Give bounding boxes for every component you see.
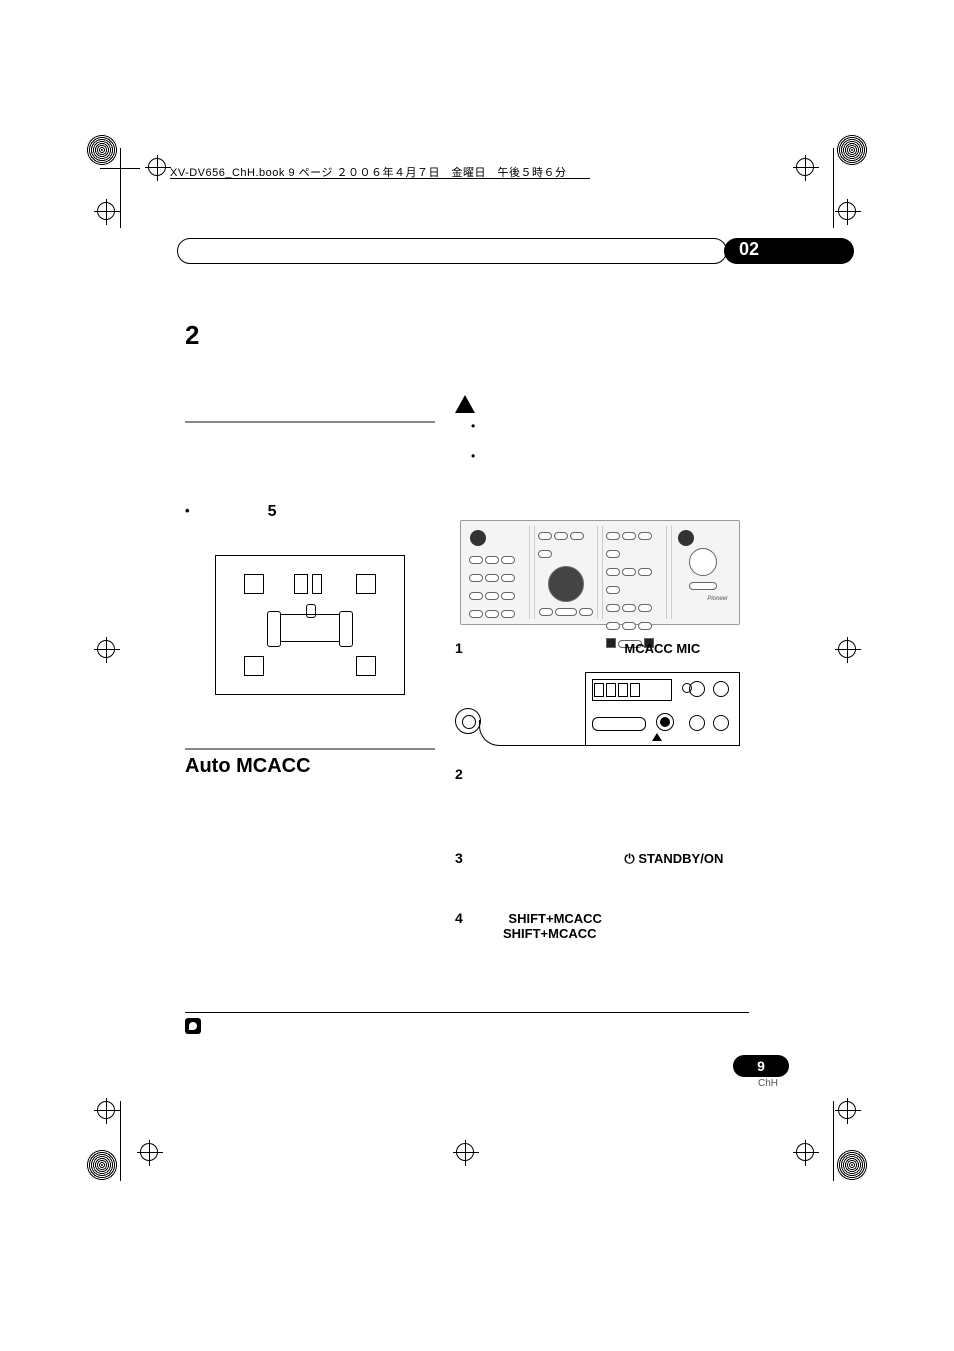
speaker-center-a bbox=[294, 574, 308, 594]
bullet-row: • 5 bbox=[185, 503, 435, 521]
section-rule bbox=[185, 748, 435, 750]
crop-line-tlv bbox=[120, 148, 121, 228]
chapter-number-badge: 02 bbox=[739, 239, 759, 260]
fp-arrow-icon bbox=[652, 733, 662, 741]
crop-target-br-a bbox=[838, 1101, 856, 1119]
page-number-badge: 9 bbox=[733, 1055, 789, 1077]
speaker-front-left bbox=[244, 574, 264, 594]
remote-col-2 bbox=[534, 526, 599, 619]
crop-target-br-b bbox=[796, 1143, 814, 1161]
fp-knob-4 bbox=[713, 715, 729, 731]
fp-cable bbox=[479, 720, 589, 746]
remote-jog bbox=[689, 548, 717, 576]
crop-target-mr bbox=[838, 640, 856, 658]
step-3-kw: STANDBY/ON bbox=[638, 851, 723, 866]
warning-icon bbox=[455, 395, 475, 413]
page-lang: ChH bbox=[758, 1078, 778, 1089]
fp-knob-small bbox=[682, 683, 692, 693]
speaker-center-b bbox=[312, 574, 322, 594]
note-icon bbox=[185, 1018, 201, 1034]
step-4: 4 SHIFT+MCACC SHIFT+MCACC bbox=[455, 910, 602, 941]
crop-target-tr-a bbox=[796, 158, 814, 176]
remote-brand: Pioneer bbox=[674, 596, 733, 602]
remote-col-4: Pioneer bbox=[671, 526, 735, 619]
chapter-pill bbox=[177, 238, 727, 264]
remote-diagram: Pioneer bbox=[460, 520, 740, 625]
fp-usb bbox=[592, 717, 646, 731]
right-column: • • bbox=[455, 395, 745, 479]
remote-standby-btn bbox=[470, 530, 486, 546]
note-line bbox=[185, 1012, 749, 1013]
fp-mic bbox=[455, 708, 481, 734]
left-column: 2 • 5 bbox=[185, 320, 435, 521]
remote-standby-btn-2 bbox=[678, 530, 694, 546]
remote-col-3 bbox=[602, 526, 667, 619]
fp-knob-2 bbox=[713, 681, 729, 697]
crop-target-ml bbox=[97, 640, 115, 658]
step-4-num: 4 bbox=[455, 910, 463, 926]
sofa bbox=[276, 614, 344, 642]
crop-line-brv bbox=[833, 1101, 834, 1181]
book-info-underline bbox=[170, 178, 590, 179]
speaker-surround-left bbox=[244, 656, 264, 676]
section-title: Auto MCACC bbox=[185, 755, 311, 778]
step-4-kw2: SHIFT+MCACC bbox=[503, 926, 597, 941]
fp-knob-3 bbox=[689, 715, 705, 731]
remote-col-1 bbox=[466, 526, 530, 619]
crop-line-blv bbox=[120, 1101, 121, 1181]
crop-line-trv bbox=[833, 148, 834, 228]
bullet-5: 5 bbox=[268, 503, 277, 521]
crop-sphere-bl bbox=[86, 1149, 118, 1181]
step-2: 2 bbox=[455, 766, 471, 782]
step-1: 1 MCACC MIC bbox=[455, 640, 700, 656]
crop-target-header bbox=[148, 158, 166, 176]
crop-target-bc bbox=[456, 1143, 474, 1161]
step-4-kw1: SHIFT+MCACC bbox=[508, 911, 602, 926]
crop-line-tlh bbox=[100, 168, 140, 169]
speaker-surround-right bbox=[356, 656, 376, 676]
rule-1 bbox=[185, 421, 435, 423]
step-1-kw: MCACC MIC bbox=[624, 641, 700, 656]
step-1-num: 1 bbox=[455, 640, 463, 656]
fp-display bbox=[592, 679, 672, 701]
right-bullet-2: • bbox=[471, 449, 745, 463]
crop-target-tl bbox=[97, 202, 115, 220]
step-2-num: 2 bbox=[455, 766, 463, 782]
chapter-bar: 02 bbox=[177, 238, 854, 264]
crop-sphere-br bbox=[836, 1149, 868, 1181]
fp-mcacc-jack bbox=[656, 713, 674, 731]
crop-target-bl-a bbox=[97, 1101, 115, 1119]
chapter-number: 2 bbox=[185, 320, 435, 351]
bullet-dot: • bbox=[185, 503, 190, 521]
step-3-num: 3 bbox=[455, 850, 463, 866]
fp-box bbox=[585, 672, 740, 746]
crop-target-tr-b bbox=[838, 202, 856, 220]
step-3: 3 ⏻ STANDBY/ON bbox=[455, 850, 723, 867]
right-bullet-1: • bbox=[471, 419, 745, 433]
front-panel-diagram bbox=[455, 672, 740, 748]
room-diagram bbox=[215, 555, 405, 695]
crop-sphere-tl bbox=[86, 134, 118, 166]
crop-sphere-tr bbox=[836, 134, 868, 166]
crop-target-bl-b bbox=[140, 1143, 158, 1161]
power-icon: ⏻ bbox=[624, 851, 634, 866]
speaker-front-right bbox=[356, 574, 376, 594]
remote-dpad bbox=[548, 566, 584, 602]
